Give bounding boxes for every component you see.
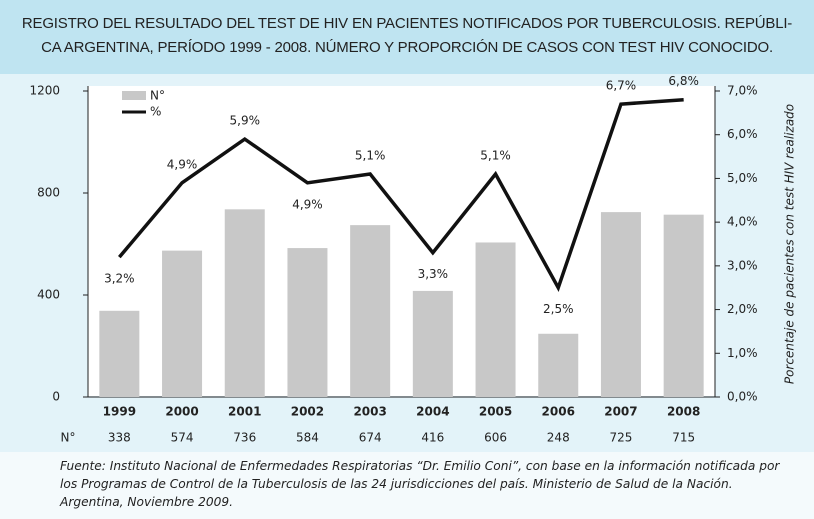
x-tick-label: 2004 [416,405,449,419]
x-tick-label: 2000 [165,405,198,419]
legend-label: % [150,105,161,119]
table-value: 416 [421,431,444,445]
data-label: 5,9% [230,114,261,128]
bar [99,310,140,397]
data-label: 6,7% [606,79,637,93]
legend-label: N° [150,89,165,103]
legend-swatch [122,91,146,100]
table-value: 338 [108,431,131,445]
table-row-label: N° [61,431,76,445]
x-tick-label: 2008 [667,405,700,419]
y-tick-label: 400 [37,288,60,302]
y2-tick-label: 0,0% [727,390,758,404]
bar [287,248,328,397]
table-value: 725 [609,431,632,445]
data-label: 4,9% [167,157,198,171]
table-value: 674 [359,431,382,445]
y2-tick-label: 1,0% [727,346,758,360]
data-label: 4,9% [292,197,323,211]
line-series [118,97,684,293]
data-label: 3,2% [104,272,135,286]
x-tick-label: 2006 [542,405,575,419]
data-label: 5,1% [480,149,511,163]
bar [350,225,391,397]
y2-tick-label: 2,0% [727,302,758,316]
y2-tick-label: 4,0% [727,215,758,229]
table-value: 715 [672,431,695,445]
table-value: 606 [484,431,507,445]
chart-title: CA ARGENTINA, PERÍODO 1999 - 2008. NÚMER… [41,39,773,56]
y-tick-label: 0 [52,390,60,404]
bar [538,333,579,397]
table-value: 736 [233,431,256,445]
x-tick-label: 2001 [228,405,261,419]
data-label: 5,1% [355,149,386,163]
chart: Porcentaje de pacientes con test HIV rea… [0,74,814,452]
data-label: 3,3% [418,267,449,281]
table-value: 574 [171,431,194,445]
y-tick-label: 1200 [29,84,60,98]
y-tick-label: 800 [37,186,60,200]
x-tick-label: 2005 [479,405,512,419]
data-label: 2,5% [543,302,574,316]
bar [224,209,265,397]
x-tick-label: 2003 [353,405,386,419]
chart-title: REGISTRO DEL RESULTADO DEL TEST DE HIV E… [21,15,793,32]
bar [663,214,704,397]
bar [600,212,641,397]
bar [475,242,516,397]
y2-tick-label: 5,0% [727,171,758,185]
y2-tick-label: 6,0% [727,127,758,141]
data-label: 6,8% [668,74,699,88]
y2-tick-label: 7,0% [727,84,758,98]
bar [162,250,203,397]
y2-tick-label: 3,0% [727,258,758,272]
table-value: 248 [547,431,570,445]
y2-axis-label: Porcentaje de pacientes con test HIV rea… [783,104,797,384]
bar [412,290,453,397]
table-value: 584 [296,431,319,445]
title-band: REGISTRO DEL RESULTADO DEL TEST DE HIV E… [0,0,814,74]
source-note: Fuente: Instituto Nacional de Enfermedad… [0,452,814,519]
x-tick-label: 1999 [103,405,136,419]
x-tick-label: 2002 [291,405,324,419]
x-tick-label: 2007 [604,405,637,419]
